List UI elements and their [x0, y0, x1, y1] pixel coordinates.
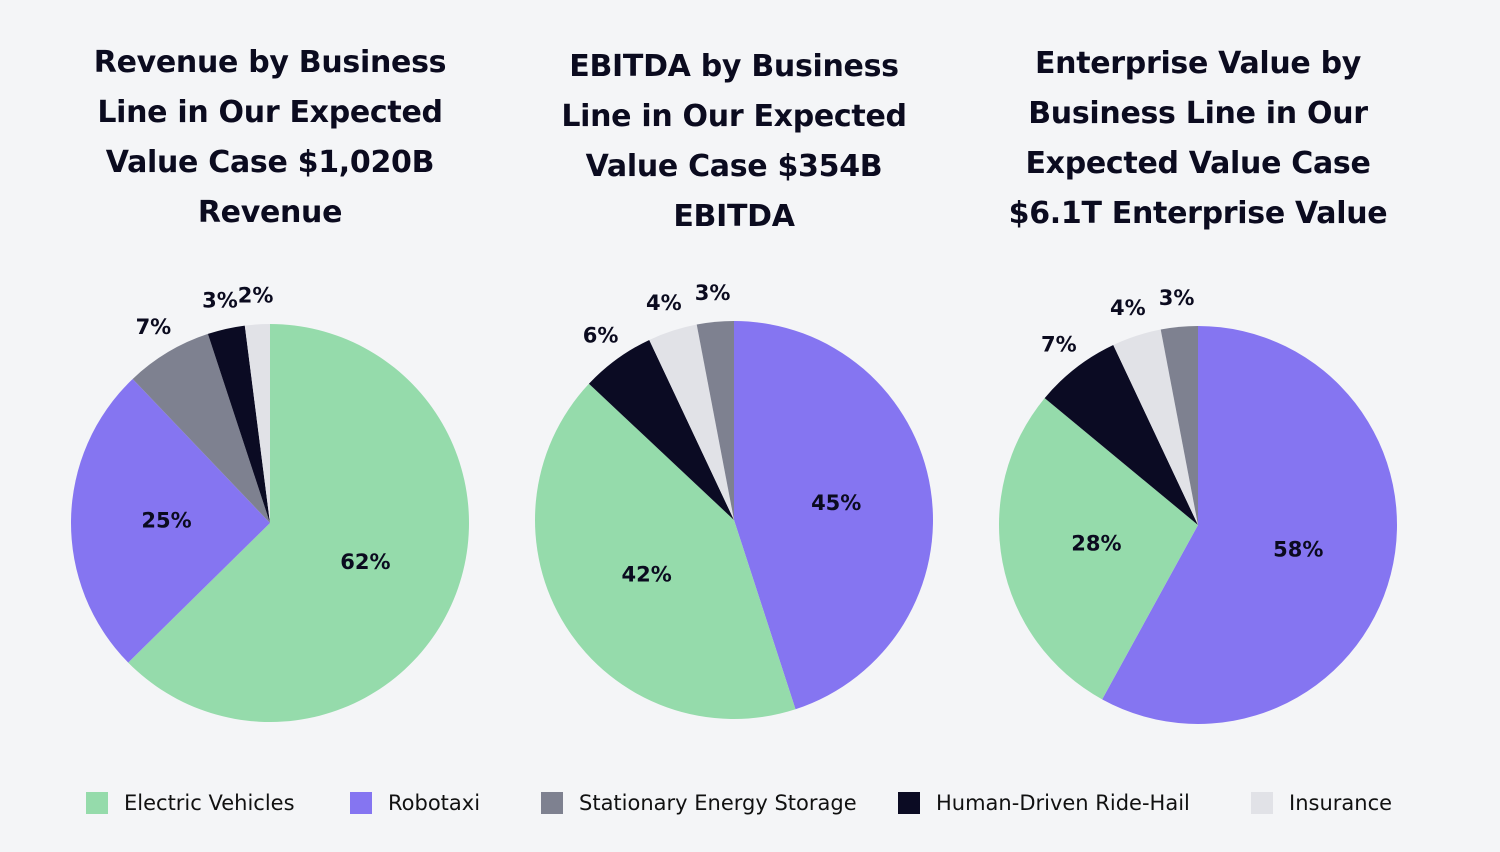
- chart-title: Enterprise Value by Business Line in Our…: [958, 39, 1438, 239]
- data-label-electric-vehicles: 28%: [1071, 531, 1121, 555]
- pie-slice-human-driven-ride-hail: [207, 325, 270, 523]
- chart-title: EBITDA by Business Line in Our Expected …: [494, 42, 974, 242]
- data-label-human-driven-ride-hail: 6%: [583, 323, 619, 347]
- data-label-stationary-energy-storage: 3%: [1159, 286, 1195, 310]
- ebitda-pie-chart: EBITDA by Business Line in Our Expected …: [494, 0, 974, 760]
- data-label-electric-vehicles: 62%: [340, 550, 390, 574]
- legend-item-electric-vehicles: Electric Vehicles: [86, 786, 295, 820]
- legend-item-stationary-energy-storage: Stationary Energy Storage: [541, 786, 857, 820]
- chart-title: Revenue by Business Line in Our Expected…: [30, 38, 510, 238]
- pie-slice-stationary-energy-storage: [696, 321, 734, 520]
- chart-title-line: $6.1T Enterprise Value: [1008, 196, 1388, 231]
- legend-swatch: [898, 792, 920, 814]
- legend-item-human-driven-ride-hail: Human-Driven Ride-Hail: [898, 786, 1190, 820]
- pie-slice-human-driven-ride-hail: [588, 339, 734, 520]
- data-label-stationary-energy-storage: 7%: [136, 315, 172, 339]
- enterprise-value-pie-chart: Enterprise Value by Business Line in Our…: [958, 0, 1438, 760]
- chart-title-line: Revenue: [197, 195, 343, 230]
- chart-title-line: EBITDA by Business: [569, 49, 899, 84]
- data-label-insurance: 2%: [238, 283, 274, 307]
- data-label-insurance: 4%: [1110, 296, 1146, 320]
- legend-label: Robotaxi: [388, 791, 481, 815]
- pie-svg: 62% 25% 7% 3% 2%: [71, 283, 469, 722]
- pie-slice-electric-vehicles: [128, 324, 469, 722]
- data-label-robotaxi: 25%: [141, 508, 191, 532]
- legend-item-insurance: Insurance: [1251, 786, 1392, 820]
- data-label-human-driven-ride-hail: 7%: [1041, 333, 1077, 357]
- chart-title-line: Expected Value Case: [1025, 146, 1371, 181]
- chart-title-line: Line in Our Expected: [97, 95, 443, 130]
- legend-swatch: [1251, 792, 1273, 814]
- chart-title-line: Enterprise Value by: [1034, 46, 1362, 81]
- chart-title-line: Value Case $354B: [585, 149, 883, 184]
- legend-item-robotaxi: Robotaxi: [350, 786, 480, 820]
- data-label-insurance: 4%: [646, 291, 682, 315]
- chart-title-line: Line in Our Expected: [561, 99, 907, 134]
- pie-svg: 58% 28% 7% 4% 3%: [999, 286, 1397, 724]
- pie-slice-insurance: [244, 324, 270, 523]
- legend-label: Insurance: [1289, 791, 1393, 815]
- legend: Electric Vehicles Robotaxi Stationary En…: [0, 786, 1500, 820]
- data-label-stationary-energy-storage: 3%: [695, 281, 731, 305]
- pie-slice-electric-vehicles: [535, 383, 796, 719]
- pie-slice-insurance: [1113, 329, 1198, 525]
- data-label-human-driven-ride-hail: 3%: [202, 289, 238, 313]
- chart-title-line: Business Line in Our: [1028, 96, 1368, 131]
- pie-slice-robotaxi: [734, 321, 933, 710]
- legend-label: Stationary Energy Storage: [579, 791, 857, 815]
- legend-label: Electric Vehicles: [124, 791, 295, 815]
- data-label-robotaxi: 58%: [1273, 538, 1323, 562]
- chart-title-line: Revenue by Business: [93, 45, 447, 80]
- legend-label: Human-Driven Ride-Hail: [936, 791, 1190, 815]
- pie-slice-robotaxi: [71, 378, 270, 663]
- legend-swatch: [541, 792, 563, 814]
- chart-title-line: Value Case $1,020B: [105, 145, 435, 180]
- data-label-robotaxi: 45%: [811, 491, 861, 515]
- data-label-electric-vehicles: 42%: [621, 562, 671, 586]
- pie-slice-robotaxi: [1102, 326, 1397, 724]
- revenue-pie-chart: Revenue by Business Line in Our Expected…: [30, 0, 510, 760]
- pie-svg: 45% 42% 6% 4% 3%: [535, 281, 933, 719]
- pie-slice-insurance: [649, 324, 734, 520]
- legend-swatch: [350, 792, 372, 814]
- pie-slice-electric-vehicles: [999, 398, 1198, 700]
- chart-title-line: EBITDA: [673, 199, 795, 234]
- pie-slice-stationary-energy-storage: [132, 333, 270, 523]
- legend-swatch: [86, 792, 108, 814]
- pie-slice-stationary-energy-storage: [1160, 326, 1198, 525]
- pie-slice-human-driven-ride-hail: [1044, 344, 1198, 525]
